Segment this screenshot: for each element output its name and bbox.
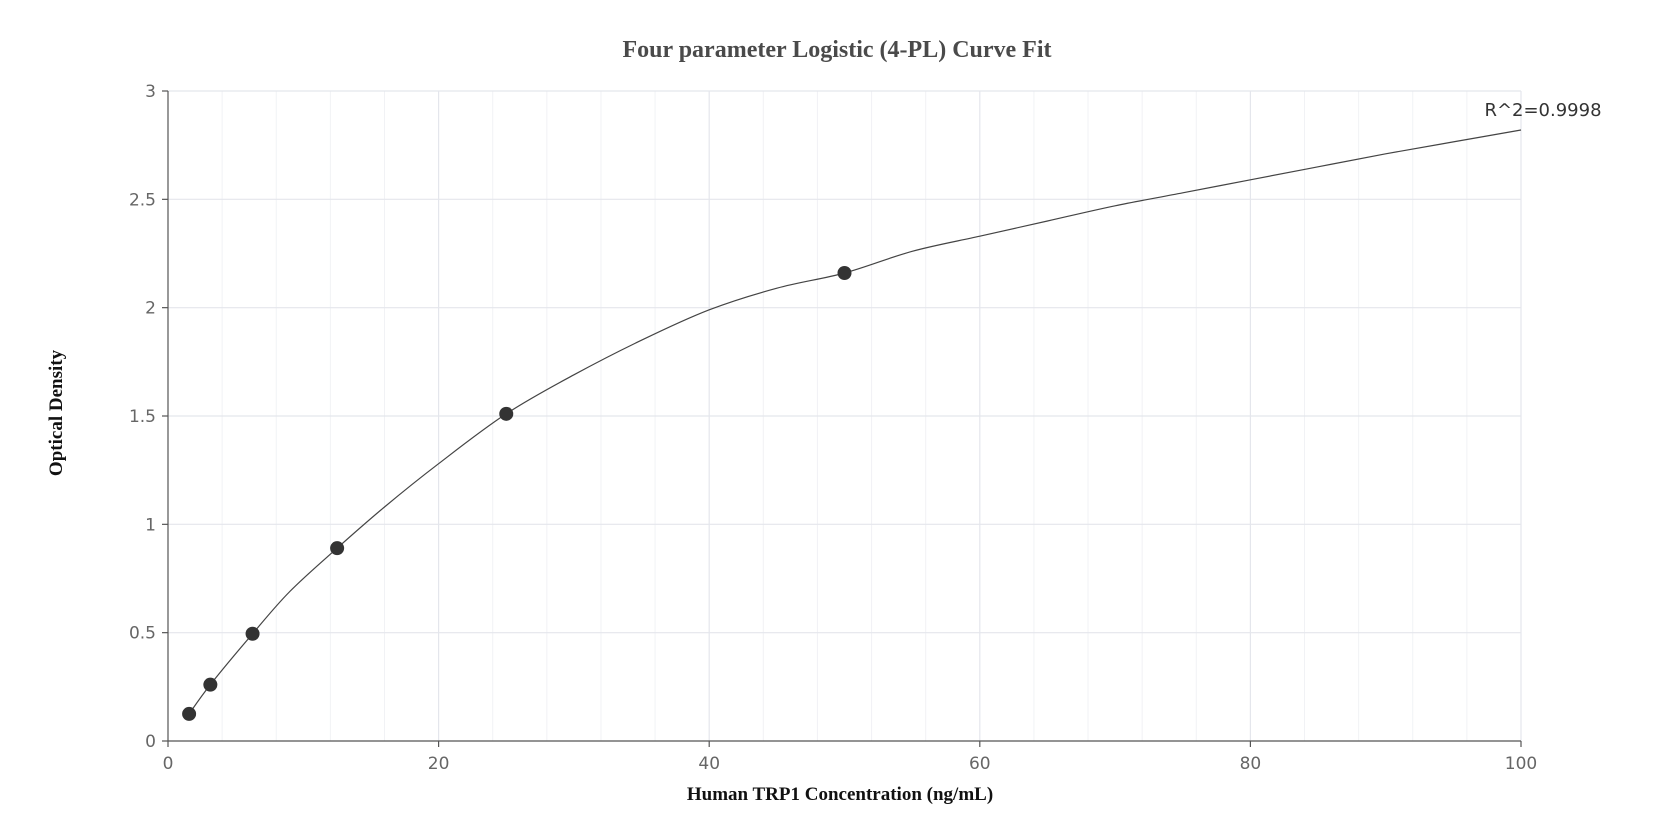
x-tick-label: 0 xyxy=(163,754,174,774)
tick-labels: 0 20 40 60 80 100 0 0.5 1 1.5 2 2.5 3 xyxy=(129,82,1537,774)
x-tick-label: 20 xyxy=(428,754,450,774)
y-tick-label: 1.5 xyxy=(129,407,156,427)
chart-title: Four parameter Logistic (4-PL) Curve Fit xyxy=(622,37,1051,63)
x-tick-label: 100 xyxy=(1505,754,1537,774)
data-points xyxy=(182,266,852,721)
x-tick-label: 60 xyxy=(969,754,991,774)
y-axis-label: Optical Density xyxy=(46,349,67,476)
data-point xyxy=(330,541,345,556)
grid-lines xyxy=(168,90,1522,741)
r-squared-annotation: R^2=0.9998 xyxy=(1484,100,1601,121)
y-tick-label: 2.5 xyxy=(129,190,156,210)
x-tick-label: 80 xyxy=(1240,754,1262,774)
fit-curve xyxy=(188,129,1522,715)
axes xyxy=(162,90,1522,747)
data-point xyxy=(837,266,852,280)
data-point xyxy=(203,677,218,692)
x-axis-label: Human TRP1 Concentration (ng/mL) xyxy=(687,784,993,805)
y-tick-label: 2 xyxy=(145,299,156,319)
data-point xyxy=(499,406,514,421)
y-tick-label: 1 xyxy=(145,515,156,535)
fit-curve-layer xyxy=(188,129,1522,715)
data-point xyxy=(245,626,260,641)
x-tick-label: 40 xyxy=(698,754,720,774)
data-point xyxy=(182,706,197,721)
y-tick-label: 3 xyxy=(145,82,156,102)
y-tick-label: 0 xyxy=(145,732,156,752)
y-tick-label: 0.5 xyxy=(129,624,156,644)
